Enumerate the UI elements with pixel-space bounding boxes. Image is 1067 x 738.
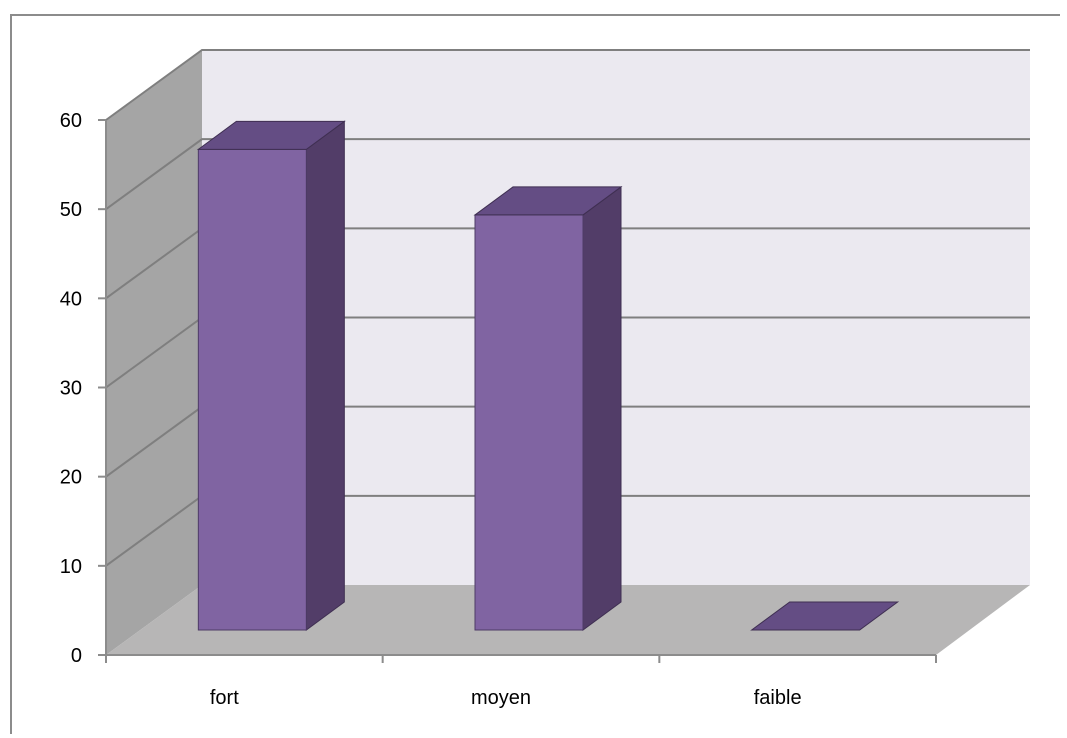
chart-frame <box>10 14 1060 734</box>
y-tick-label: 60 <box>60 110 82 132</box>
bar-side <box>582 185 622 631</box>
y-tick-label: 20 <box>60 467 82 489</box>
bar-top <box>750 601 900 631</box>
bar-front <box>197 148 307 631</box>
gridline <box>105 138 1030 210</box>
bar-side <box>305 120 345 631</box>
y-tick-label: 10 <box>60 556 82 578</box>
bar-fort <box>196 120 346 631</box>
bar-faible <box>750 601 900 631</box>
y-tick-label: 30 <box>60 378 82 400</box>
bar-top <box>473 186 623 216</box>
x-tick-label: moyen <box>471 687 531 709</box>
y-tick-label: 0 <box>71 645 82 667</box>
x-tick-label: faible <box>754 687 802 709</box>
x-tick-label: fort <box>210 687 239 709</box>
y-tick-label: 40 <box>60 288 82 310</box>
bar-moyen <box>473 185 623 631</box>
bar-front <box>474 214 584 631</box>
bar-top <box>196 120 346 150</box>
gridline <box>105 49 1030 121</box>
y-tick-label: 50 <box>60 199 82 221</box>
